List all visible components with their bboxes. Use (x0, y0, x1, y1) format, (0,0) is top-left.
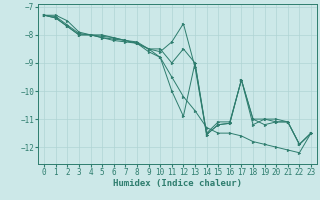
X-axis label: Humidex (Indice chaleur): Humidex (Indice chaleur) (113, 179, 242, 188)
